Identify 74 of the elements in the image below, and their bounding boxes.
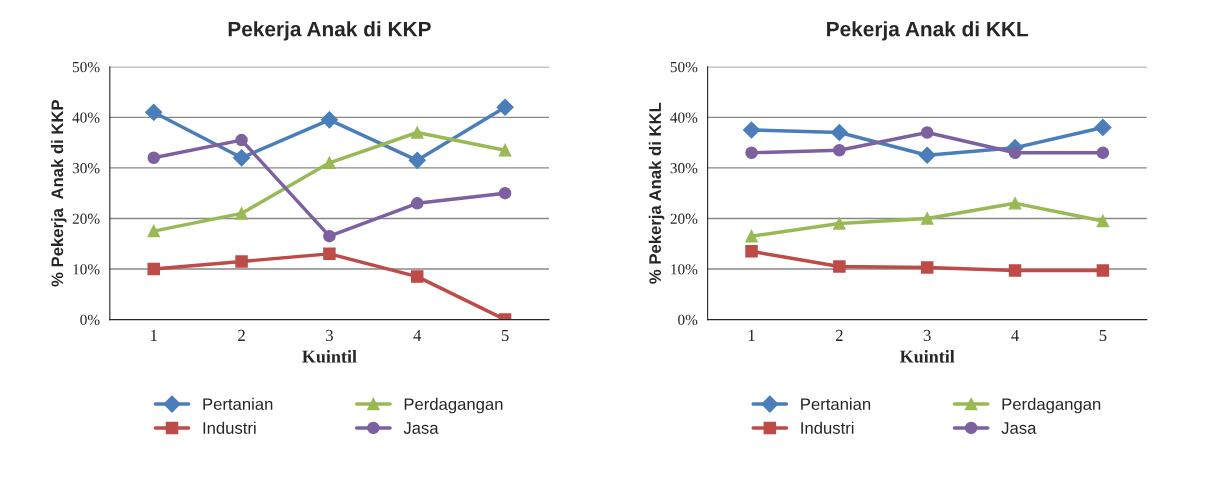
chart-title: Pekerja Anak di KKP (228, 21, 431, 41)
y-tick-label: 50% (670, 61, 698, 73)
point (235, 207, 248, 220)
point (235, 255, 248, 268)
y-tick-label: 0% (678, 314, 698, 326)
y-tick-label: 20% (72, 213, 100, 224)
point (147, 151, 160, 165)
point (496, 98, 514, 116)
legend-label: Perdagangan (1002, 397, 1101, 414)
y-tick-label: 20% (670, 213, 698, 224)
x-tick-label: 3 (326, 329, 333, 342)
point (745, 146, 758, 159)
x-tick-label: 3 (923, 329, 931, 342)
x-axis-title: Kuintil (899, 349, 955, 363)
point (410, 197, 424, 210)
point (410, 126, 424, 139)
point (408, 151, 426, 169)
point (833, 143, 846, 157)
point (920, 212, 934, 225)
point (323, 229, 336, 243)
point (918, 146, 936, 164)
x-tick-label: 4 (413, 329, 422, 341)
y-tick-label: 0% (80, 314, 100, 326)
y-tick-label: 30% (670, 163, 698, 174)
point (1096, 214, 1110, 228)
point (745, 245, 758, 258)
x-tick-label: 2 (835, 329, 843, 341)
legend-label: Industri (801, 421, 854, 434)
x-tick-label: 1 (748, 329, 755, 341)
x-tick-label: 4 (1011, 329, 1019, 341)
point (1008, 146, 1022, 159)
point (833, 217, 846, 230)
legend-label: Pertanian (203, 397, 273, 411)
y-tick-label: 30% (72, 163, 100, 174)
point (920, 126, 934, 139)
point (147, 262, 160, 276)
y-tick-label: 40% (72, 112, 100, 123)
x-tick-label: 5 (501, 329, 509, 342)
legend-label: Jasa (403, 422, 439, 434)
point (145, 103, 163, 121)
point (498, 186, 512, 200)
legend-label: Jasa (1001, 422, 1037, 434)
point (1096, 146, 1110, 159)
legend-label: Industri (203, 421, 256, 434)
point (745, 229, 758, 243)
point (320, 111, 338, 129)
legend-label: Pertanian (801, 397, 871, 411)
y-tick-label: 50% (72, 61, 100, 73)
point (498, 143, 512, 157)
y-axis-title: % Pekerja Anak di KKL (648, 102, 665, 284)
point (833, 260, 846, 273)
x-axis-title: Kuintil (302, 349, 357, 363)
point (323, 156, 336, 170)
x-tick-label: 2 (238, 329, 245, 341)
point (1008, 197, 1022, 210)
y-tick-label: 40% (670, 112, 698, 123)
point (920, 261, 934, 274)
y-tick-label: 10% (73, 264, 100, 275)
legend-label: Perdagangan (404, 397, 503, 414)
point (147, 224, 160, 238)
x-tick-label: 1 (151, 329, 157, 341)
y-axis-title: % Pekerja Anak di KKP (50, 100, 67, 287)
point (742, 121, 761, 139)
point (1008, 264, 1022, 277)
x-tick-label: 5 (1099, 329, 1107, 342)
point (323, 247, 336, 261)
point (1096, 264, 1110, 277)
point (233, 149, 251, 167)
point (830, 123, 848, 142)
point (1094, 118, 1112, 137)
point (235, 133, 248, 147)
y-tick-label: 10% (671, 264, 698, 275)
point (410, 270, 424, 283)
chart-title: Pekerja Anak di KKL (827, 21, 1029, 41)
